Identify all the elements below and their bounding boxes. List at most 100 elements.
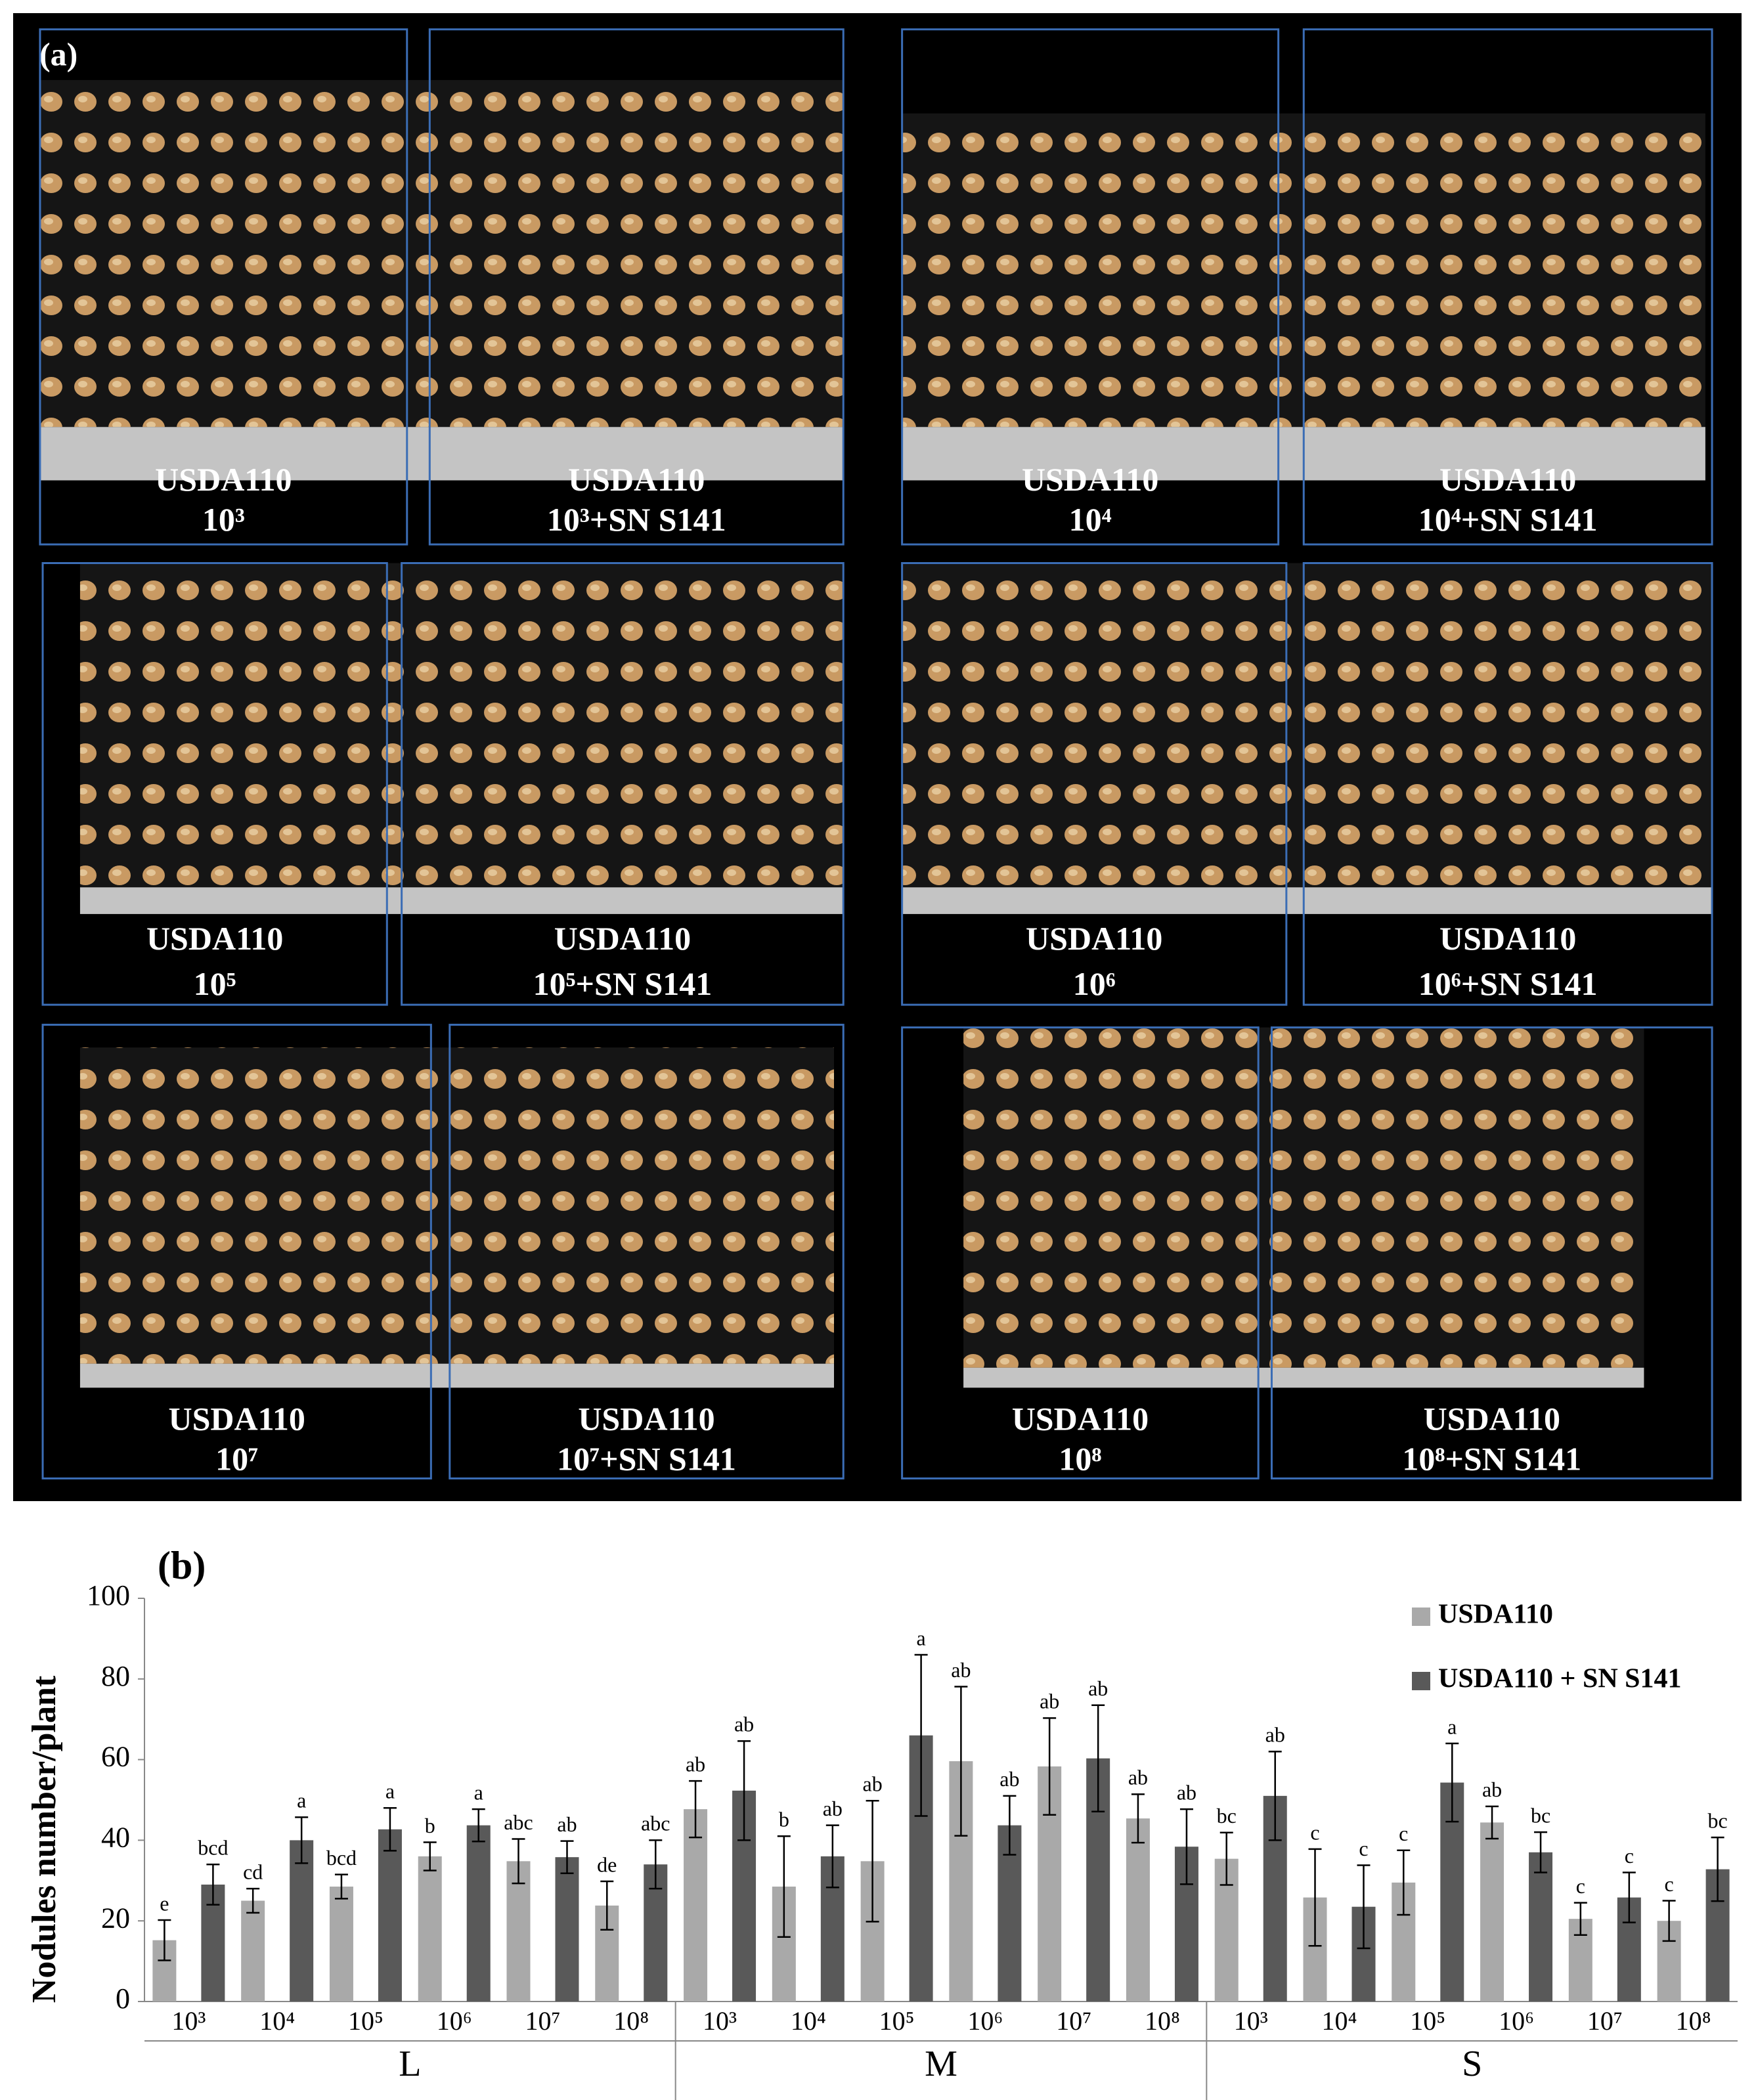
nodule-photo [39, 79, 844, 427]
y-tick-label: 20 [101, 1902, 130, 1934]
significance-letter: ab [734, 1713, 754, 1736]
panel-box [1302, 28, 1713, 546]
panel-box [901, 28, 1280, 546]
significance-letter: ab [1040, 1690, 1059, 1713]
legend-swatch [1412, 1672, 1430, 1690]
error-bar [1534, 1831, 1548, 1873]
ruler [963, 1367, 1644, 1388]
significance-letter: bcd [198, 1836, 228, 1860]
panel-dose: 10⁵+SN S141 [533, 965, 713, 1002]
significance-letter: ab [951, 1658, 971, 1682]
significance-letter: bc [1531, 1803, 1550, 1827]
error-bar [1485, 1805, 1499, 1840]
bar [1529, 1852, 1553, 2002]
bar [378, 1829, 402, 2002]
x-tick-label: 10⁷ [1587, 2006, 1623, 2036]
panel-strain: USDA110 [568, 461, 705, 498]
panel-dose: 10⁶+SN S141 [1418, 965, 1598, 1002]
x-tick-label: 10⁶ [967, 2006, 1003, 2036]
panel-strain: USDA110 [146, 920, 283, 957]
significance-letter: ab [863, 1772, 883, 1796]
error-bar [1003, 1795, 1017, 1856]
panel-box [901, 562, 1288, 1006]
bar [290, 1840, 314, 2002]
x-tick-label: 10³ [1234, 2006, 1268, 2036]
panel-strain: USDA110 [1439, 461, 1576, 498]
ruler [79, 1363, 834, 1388]
error-bar [1711, 1836, 1724, 1902]
group-label: M [925, 2044, 957, 2084]
significance-letter: c [1576, 1874, 1585, 1898]
ruler [39, 427, 844, 481]
panel-strain: USDA110 [1012, 1401, 1149, 1437]
nodule-photo [902, 563, 1713, 888]
significance-letter: a [1447, 1715, 1457, 1738]
x-tick-label: 10⁴ [1322, 2006, 1357, 2036]
error-bar [246, 1887, 260, 1914]
significance-letter: bc [1708, 1808, 1728, 1832]
error-bar [1268, 1751, 1282, 1841]
x-tick-label: 10⁷ [525, 2006, 561, 2036]
bar [1126, 1818, 1150, 2002]
error-bar [737, 1740, 751, 1841]
error-bar [1445, 1742, 1459, 1823]
error-bar [1219, 1831, 1233, 1886]
significance-letter: abc [641, 1812, 670, 1835]
panel-dose: 10⁴ [1069, 501, 1112, 538]
bar [241, 1900, 265, 2002]
error-bar [954, 1686, 968, 1837]
group-label: S [1462, 2044, 1482, 2084]
y-tick-label: 60 [101, 1741, 130, 1773]
panel-strain: USDA110 [1022, 461, 1158, 498]
significance-letter: ab [1177, 1780, 1196, 1804]
significance-letter: c [1359, 1837, 1368, 1860]
nodule-photo [79, 1047, 834, 1364]
error-bar [1622, 1871, 1636, 1923]
panel-dose: 10⁸+SN S141 [1402, 1441, 1581, 1477]
nodule-photo [963, 1027, 1644, 1368]
significance-letter: ab [557, 1812, 577, 1836]
error-bar [295, 1816, 309, 1864]
panel-dose: 10⁸ [1059, 1441, 1101, 1477]
bar [555, 1857, 579, 2002]
panel-dose: 10⁴+SN S141 [1418, 501, 1598, 538]
significance-letter: de [597, 1852, 617, 1876]
panel-dose: 10⁶ [1073, 965, 1116, 1002]
error-bar [1308, 1848, 1322, 1947]
legend-swatch [1412, 1608, 1430, 1626]
error-bar [649, 1839, 663, 1890]
bar [1480, 1822, 1504, 2002]
error-bar [825, 1824, 839, 1889]
significance-letter: a [474, 1780, 483, 1804]
panel-dose: 10³+SN S141 [547, 501, 726, 538]
y-tick-label: 100 [87, 1579, 130, 1611]
x-tick-label: 10⁸ [1676, 2006, 1711, 2036]
panel-strain: USDA110 [1424, 1401, 1560, 1437]
error-bar [1131, 1793, 1145, 1844]
x-tick-label: 10⁴ [791, 2006, 826, 2036]
bar [418, 1856, 442, 2002]
significance-letter: ab [999, 1767, 1019, 1791]
x-tick-label: 10⁷ [1056, 2006, 1091, 2036]
x-tick-label: 10³ [171, 2006, 206, 2036]
error-bar [472, 1808, 485, 1843]
significance-letter: a [297, 1789, 306, 1812]
x-tick-label: 10⁶ [437, 2006, 472, 2036]
panel-dose: 10⁷+SN S141 [557, 1441, 736, 1477]
error-bar [383, 1807, 397, 1852]
error-bar [423, 1841, 437, 1871]
panel-strain: USDA110 [1439, 920, 1576, 957]
error-bar [777, 1835, 791, 1938]
x-tick-label: 10⁸ [1145, 2006, 1180, 2036]
significance-letter: ab [1482, 1778, 1502, 1801]
significance-letter: c [1665, 1872, 1674, 1896]
panel-box [1302, 562, 1713, 1006]
panel-dose: 10³ [202, 501, 245, 538]
significance-letter: a [385, 1780, 395, 1803]
ruler [902, 887, 1713, 914]
panel-strain: USDA110 [554, 920, 691, 957]
panel-box [41, 1024, 432, 1479]
error-bar [158, 1919, 171, 1961]
significance-letter: e [160, 1891, 169, 1915]
